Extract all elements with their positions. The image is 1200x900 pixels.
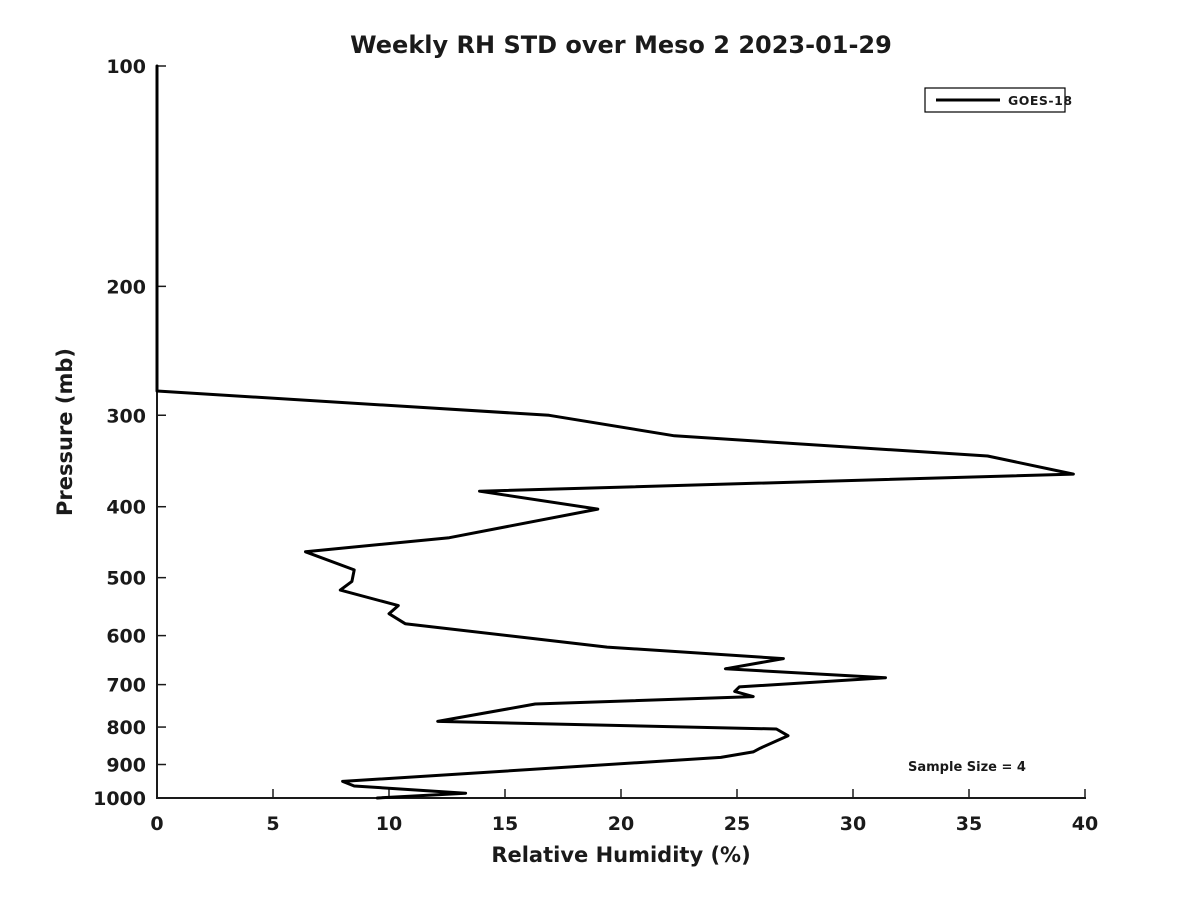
x-axis-label: Relative Humidity (%): [491, 843, 750, 867]
y-tick-label: 700: [106, 675, 146, 697]
y-tick-label: 1000: [93, 788, 146, 810]
y-tick-label: 400: [106, 497, 146, 519]
x-tick-label: 40: [1072, 813, 1098, 835]
x-tick-label: 30: [840, 813, 866, 835]
x-tick-label: 10: [376, 813, 402, 835]
y-tick-label: 300: [106, 405, 146, 427]
y-tick-label: 900: [106, 755, 146, 777]
y-tick-label: 800: [106, 717, 146, 739]
y-axis-ticks: 100 200 300 400 500 600 700 800 900 1000: [93, 56, 166, 810]
x-tick-label: 0: [150, 813, 163, 835]
y-tick-label: 500: [106, 568, 146, 590]
legend: GOES-18: [924, 87, 1073, 113]
goes18-profile-line: [155, 64, 1075, 800]
y-tick-label: 100: [106, 56, 146, 78]
x-tick-label: 5: [266, 813, 279, 835]
y-tick-label: 200: [106, 276, 146, 298]
x-tick-label: 35: [956, 813, 982, 835]
x-tick-label: 25: [724, 813, 750, 835]
y-axis-label: Pressure (mb): [53, 348, 77, 516]
y-tick-label: 600: [106, 626, 146, 648]
chart-title: Weekly RH STD over Meso 2 2023-01-29: [350, 31, 892, 59]
sample-size-annotation: Sample Size = 4: [908, 760, 1026, 775]
x-tick-label: 20: [608, 813, 634, 835]
x-axis-ticks: 0 5 10 15 20 25 30 35 40: [150, 789, 1098, 835]
legend-label: GOES-18: [1008, 93, 1073, 108]
axes-spines: [156, 66, 1086, 799]
x-tick-label: 15: [492, 813, 518, 835]
